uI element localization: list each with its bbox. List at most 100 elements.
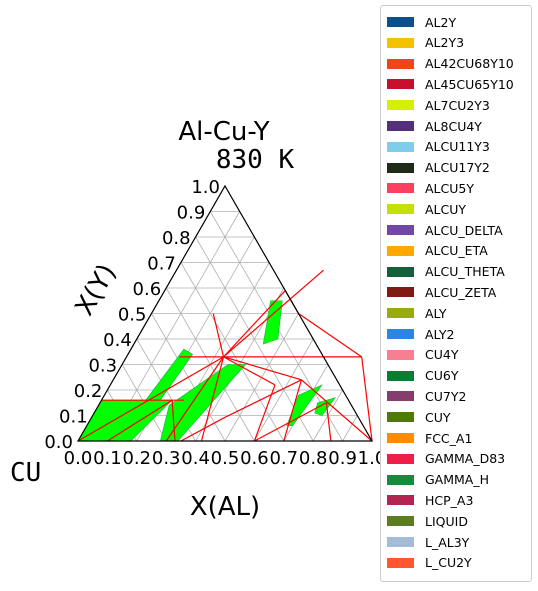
legend-label: CU4Y [425,347,459,363]
legend-label: AL7CU2Y3 [425,97,490,113]
legend-item: L_CU2Y [387,555,472,570]
legend-swatch [387,349,414,360]
x-tick-label: 0.9 [328,448,357,469]
legend-item: GAMMA_H [387,472,490,488]
legend-item: LIQUID [387,514,468,529]
y-tick-label: 0.1 [59,407,88,428]
legend-item: ALCUY [387,202,466,217]
legend-swatch [387,121,414,131]
legend-label: AL42CU68Y10 [425,56,514,72]
legend-item: CUY [387,409,451,425]
legend-item: HCP_A3 [387,493,473,508]
y-tick-label: 0.5 [118,305,147,326]
legend-swatch [387,474,414,485]
tie-line [77,356,224,442]
tie-line [200,356,225,442]
legend-item: CU4Y [387,347,459,363]
legend-item: AL45CU65Y10 [387,76,514,92]
legend-item: ALCU11Y3 [387,139,490,154]
y-tick-label: 0.7 [147,254,176,275]
y-tick-label: 0.3 [88,356,117,377]
legend-item: ALCU_ZETA [387,285,496,300]
legend-swatch [387,225,414,235]
legend-item: CU7Y2 [387,388,467,404]
legend-label: AL2Y3 [425,35,465,51]
tie-line [325,402,332,442]
tie-line [223,290,286,358]
chart-title-temperature: 830 K [216,145,295,175]
x-tick-label: 0.6 [240,448,269,469]
tie-line [298,313,363,358]
legend-label: ALY [425,305,447,321]
legend-swatch [387,391,414,402]
grid-line [342,415,358,442]
legend-swatch [387,100,414,111]
legend-swatch [387,17,414,27]
legend-swatch [387,495,414,506]
legend: AL2Y AL2Y3 AL42CU68Y10 AL45CU65Y10 AL7CU2Y3 A… [380,5,532,582]
tie-line [283,379,303,442]
legend-label: CU7Y2 [425,388,467,404]
legend-item: FCC_A1 [387,430,473,446]
tick-labels: 0.00.00.10.10.20.20.30.30.40.40.50.50.60… [44,177,386,469]
legend-swatch [387,516,414,527]
legend-item: AL42CU68Y10 [387,56,514,72]
legend-label: GAMMA_D83 [425,451,506,467]
x-tick-label: 0.1 [93,448,122,469]
triangle-outline [76,184,374,442]
legend-swatch [387,453,414,464]
phase-region [77,399,173,442]
tie-line [107,399,173,442]
legend-label: CUY [425,409,451,425]
chart-title-system: Al-Cu-Y [178,117,269,147]
legend-item: ALCU5Y [387,181,474,196]
legend-swatch [387,308,414,319]
tie-line [212,313,225,357]
legend-item: AL2Y [387,14,457,30]
tie-line [223,356,302,381]
y-axis-label: X(Y) [70,259,123,321]
x-tick-label: 0.3 [152,448,181,469]
y-tick-label: 0.8 [162,228,191,249]
legend-swatch [387,245,414,256]
legend-swatch [387,433,414,443]
y-tick-label: 0.4 [103,330,132,351]
x-tick-label: 0.0 [64,448,93,469]
triangle-frame [76,184,374,442]
legend-swatch [387,58,414,69]
legend-swatch [387,162,414,173]
tie-line [223,379,302,419]
y-tick-label: 0.0 [44,432,73,453]
legend-label: FCC_A1 [425,430,473,446]
legend-item: AL2Y3 [387,35,465,51]
legend-item: AL7CU2Y3 [387,97,490,113]
x-tick-label: 0.8 [299,448,328,469]
legend-item: AL8CU4Y [387,118,482,134]
legend-item: ALY2 [387,326,455,342]
legend-swatch [387,141,414,152]
legend-item: ALY [387,305,447,321]
legend-label: AL8CU4Y [425,118,482,134]
legend-label: L_AL3Y [425,534,470,550]
tie-line [301,379,373,442]
y-tick-label: 0.2 [74,381,103,402]
grid-line [180,262,285,442]
x-axis-label: X(AL) [190,492,260,522]
x-tick-label: 0.7 [269,448,298,469]
legend-label: CU6Y [425,368,459,384]
legend-label: ALY2 [425,326,455,342]
x-tick-label: 1.0 [358,448,387,469]
legend-label: ALCU17Y2 [425,160,490,176]
legend-label: ALCU_ETA [425,243,488,259]
legend-item: ALCU17Y2 [387,160,490,176]
legend-swatch [387,287,414,298]
legend-label: AL45CU65Y10 [425,76,514,92]
x-tick-label: 0.2 [122,448,151,469]
x-tick-label: 0.5 [211,448,240,469]
tie-line [180,417,224,442]
legend-label: AL2Y [425,14,457,30]
y-tick-label: 0.9 [177,203,206,224]
legend-label: GAMMA_H [425,472,490,488]
legend-swatch [387,370,414,381]
